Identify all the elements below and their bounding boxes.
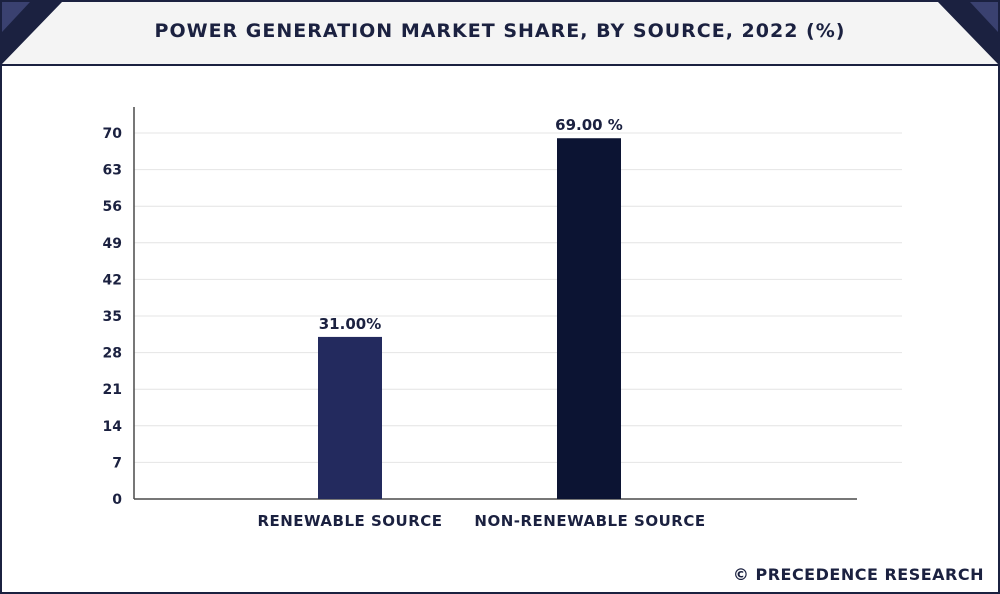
- bar-renewable: [318, 336, 382, 499]
- y-tick-label: 14: [103, 419, 123, 435]
- x-category-label: RENEWABLE SOURCE: [257, 512, 442, 530]
- data-labels: 31.00% 69.00 %: [319, 116, 623, 333]
- x-axis-categories: RENEWABLE SOURCE NON-RENEWABLE SOURCE: [257, 512, 705, 530]
- gridlines: [134, 132, 902, 463]
- y-tick-label: 28: [103, 346, 122, 362]
- y-tick-label: 0: [112, 492, 122, 508]
- y-tick-label: 35: [103, 309, 122, 325]
- y-tick-label: 49: [103, 236, 122, 252]
- y-tick-label: 7: [112, 455, 122, 471]
- data-label: 31.00%: [319, 315, 381, 333]
- bar-non-renewable: [557, 138, 621, 499]
- left-corner-decoration: [2, 2, 62, 64]
- right-corner-decoration: [938, 2, 998, 64]
- y-axis-ticks: 0 7 14 21 28 35 42 49 56 63 70: [103, 126, 123, 508]
- bars: [318, 138, 621, 499]
- y-tick-label: 21: [103, 382, 122, 398]
- data-label: 69.00 %: [555, 116, 623, 134]
- y-tick-label: 56: [103, 199, 122, 215]
- x-category-label: NON-RENEWABLE SOURCE: [474, 512, 705, 530]
- chart-title: POWER GENERATION MARKET SHARE, BY SOURCE…: [154, 20, 846, 42]
- y-tick-label: 42: [103, 272, 122, 288]
- source-credit: © PRECEDENCE RESEARCH: [732, 565, 984, 584]
- y-tick-label: 70: [103, 126, 123, 142]
- y-tick-label: 63: [103, 163, 122, 179]
- header-banner: POWER GENERATION MARKET SHARE, BY SOURCE…: [2, 2, 998, 66]
